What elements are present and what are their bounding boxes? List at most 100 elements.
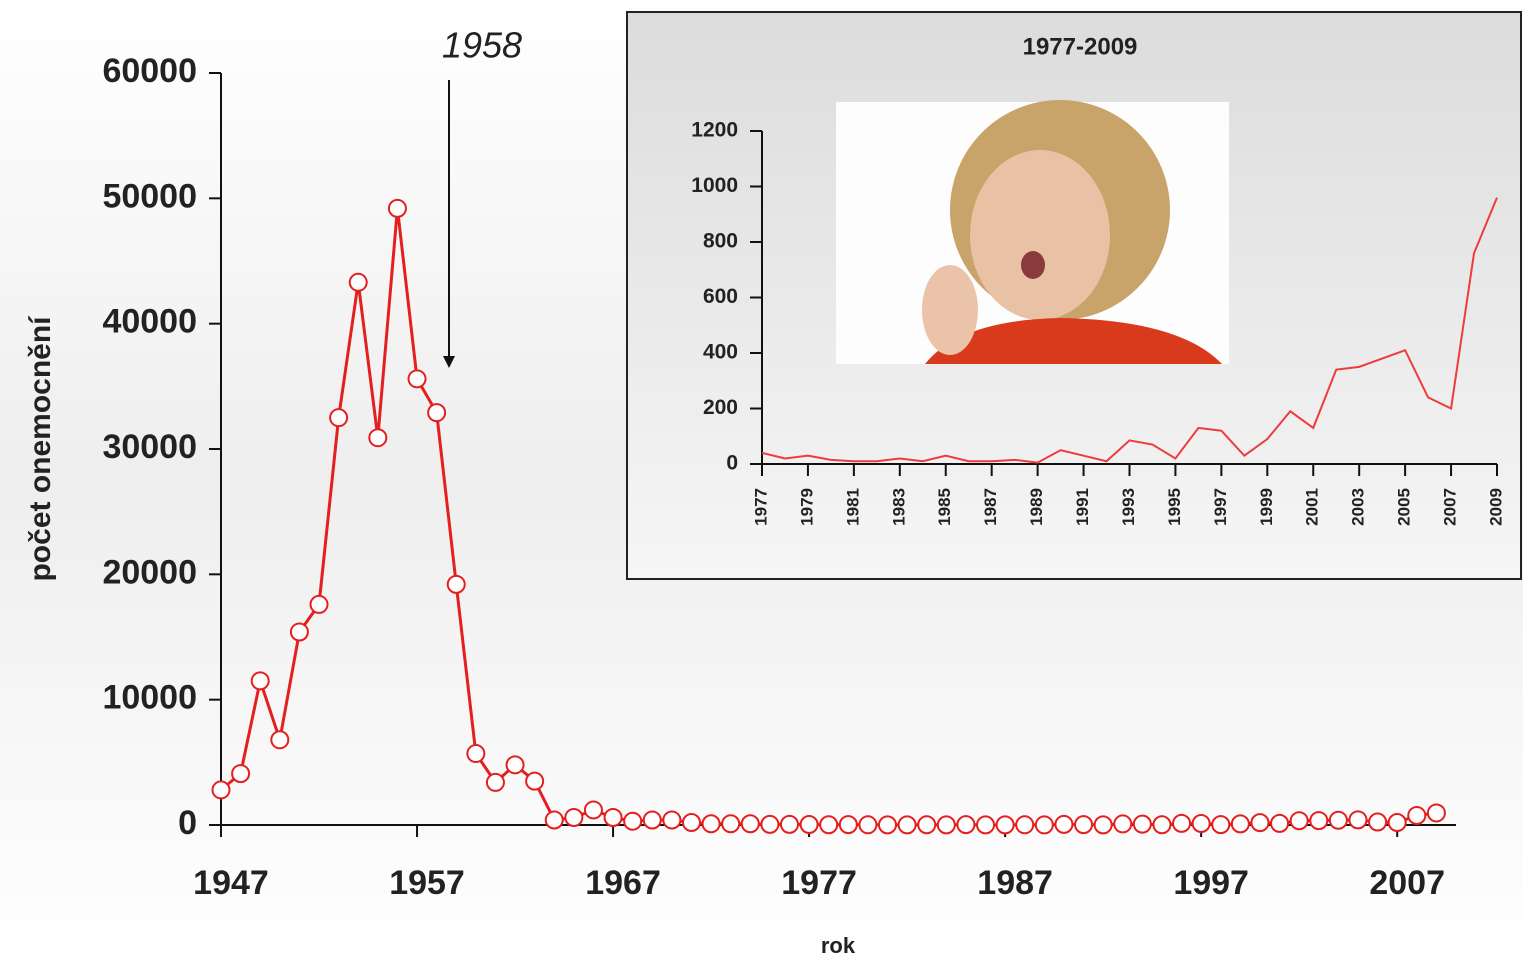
x-tick-label: 1995: [1165, 488, 1184, 526]
data-point: [525, 771, 545, 791]
inset-title: 1977-2009: [1023, 33, 1138, 60]
data-point: [623, 811, 643, 831]
data-point: [1250, 813, 1270, 833]
x-axis-label: rok: [821, 933, 856, 958]
data-point: [1309, 811, 1329, 831]
y-tick-label: 600: [703, 285, 738, 308]
data-point: [779, 814, 799, 834]
y-tick-label: 1200: [691, 119, 738, 142]
data-point: [1289, 811, 1309, 831]
y-tick-label: 200: [703, 396, 738, 419]
x-tick-label: 1977: [781, 864, 857, 902]
y-tick-label: 10000: [102, 679, 197, 717]
data-point: [956, 815, 976, 835]
x-tick-label: 1981: [843, 488, 862, 526]
x-tick-label: 1947: [193, 864, 269, 902]
mouth: [1021, 251, 1045, 279]
data-point: [1328, 810, 1348, 830]
annotation: 1958: [442, 25, 522, 66]
data-point: [270, 730, 290, 750]
x-tick-label: 1997: [1173, 864, 1249, 902]
data-point: [231, 764, 251, 784]
y-tick-label: 30000: [102, 428, 197, 466]
data-point: [799, 814, 819, 834]
x-tick-label: 2007: [1441, 488, 1460, 526]
data-point: [466, 744, 486, 764]
x-tick-label: 1991: [1073, 488, 1092, 526]
x-tick-label: 2005: [1395, 488, 1414, 526]
x-tick-label: 2007: [1369, 864, 1445, 902]
data-point: [936, 815, 956, 835]
x-tick-label: 1983: [889, 488, 908, 526]
x-tick-label: 1997: [1211, 488, 1230, 526]
x-tick-label: 2009: [1486, 488, 1505, 526]
data-point: [446, 574, 466, 594]
data-point: [1270, 813, 1290, 833]
data-point: [897, 815, 917, 835]
inset-chart: 0 200 400 600 800 1000 1200 1977 1979 1981 1983 198…: [691, 119, 1505, 526]
data-point: [309, 594, 329, 614]
data-point: [1132, 814, 1152, 834]
x-tick-label: 1999: [1257, 488, 1276, 526]
hand: [922, 265, 978, 355]
data-point: [427, 403, 447, 423]
data-point: [838, 815, 858, 835]
data-point: [995, 815, 1015, 835]
data-point: [1211, 815, 1231, 835]
y-tick-label: 60000: [102, 52, 197, 90]
x-tick-label: 1987: [977, 864, 1053, 902]
data-point: [211, 780, 231, 800]
x-tick-label: 1957: [389, 864, 465, 902]
y-axis-label: počet onemocnění: [24, 315, 57, 582]
data-point: [858, 815, 878, 835]
data-point: [387, 198, 407, 218]
data-point: [681, 812, 701, 832]
data-point: [583, 800, 603, 820]
data-point: [1426, 803, 1446, 823]
data-point: [1407, 805, 1427, 825]
shirt: [925, 318, 1222, 364]
data-point: [1113, 814, 1133, 834]
data-point: [1034, 815, 1054, 835]
data-point: [740, 814, 760, 834]
data-point: [289, 622, 309, 642]
data-point: [1093, 815, 1113, 835]
data-point: [701, 814, 721, 834]
data-point: [250, 671, 270, 691]
data-point: [368, 428, 388, 448]
data-point: [1348, 810, 1368, 830]
data-point: [1015, 815, 1035, 835]
data-point: [407, 369, 427, 389]
data-point: [917, 815, 937, 835]
arrow-head: [443, 356, 455, 368]
face: [970, 150, 1110, 320]
data-point: [485, 772, 505, 792]
y-tick-label: 0: [178, 804, 197, 842]
data-point: [348, 272, 368, 292]
x-tick-label: 1985: [935, 488, 954, 526]
data-point: [603, 807, 623, 827]
data-point: [1230, 814, 1250, 834]
data-point: [662, 810, 682, 830]
x-tick-label: 1979: [797, 488, 816, 526]
y-tick-label: 800: [703, 230, 738, 253]
data-point: [1152, 815, 1172, 835]
x-tick-label: 2003: [1349, 488, 1368, 526]
x-tick-label: 1977: [751, 488, 770, 526]
data-point: [1387, 812, 1407, 832]
data-point: [721, 814, 741, 834]
data-point: [1368, 812, 1388, 832]
y-tick-label: 40000: [102, 303, 197, 341]
data-point: [1172, 813, 1192, 833]
y-tick-label: 0: [726, 452, 738, 475]
data-point: [1054, 814, 1074, 834]
x-tick-label: 1967: [585, 864, 661, 902]
data-point: [819, 815, 839, 835]
y-tick-label: 400: [703, 341, 738, 364]
y-tick-label: 1000: [691, 174, 738, 197]
data-point: [642, 810, 662, 830]
x-tick-label: 1989: [1027, 488, 1046, 526]
